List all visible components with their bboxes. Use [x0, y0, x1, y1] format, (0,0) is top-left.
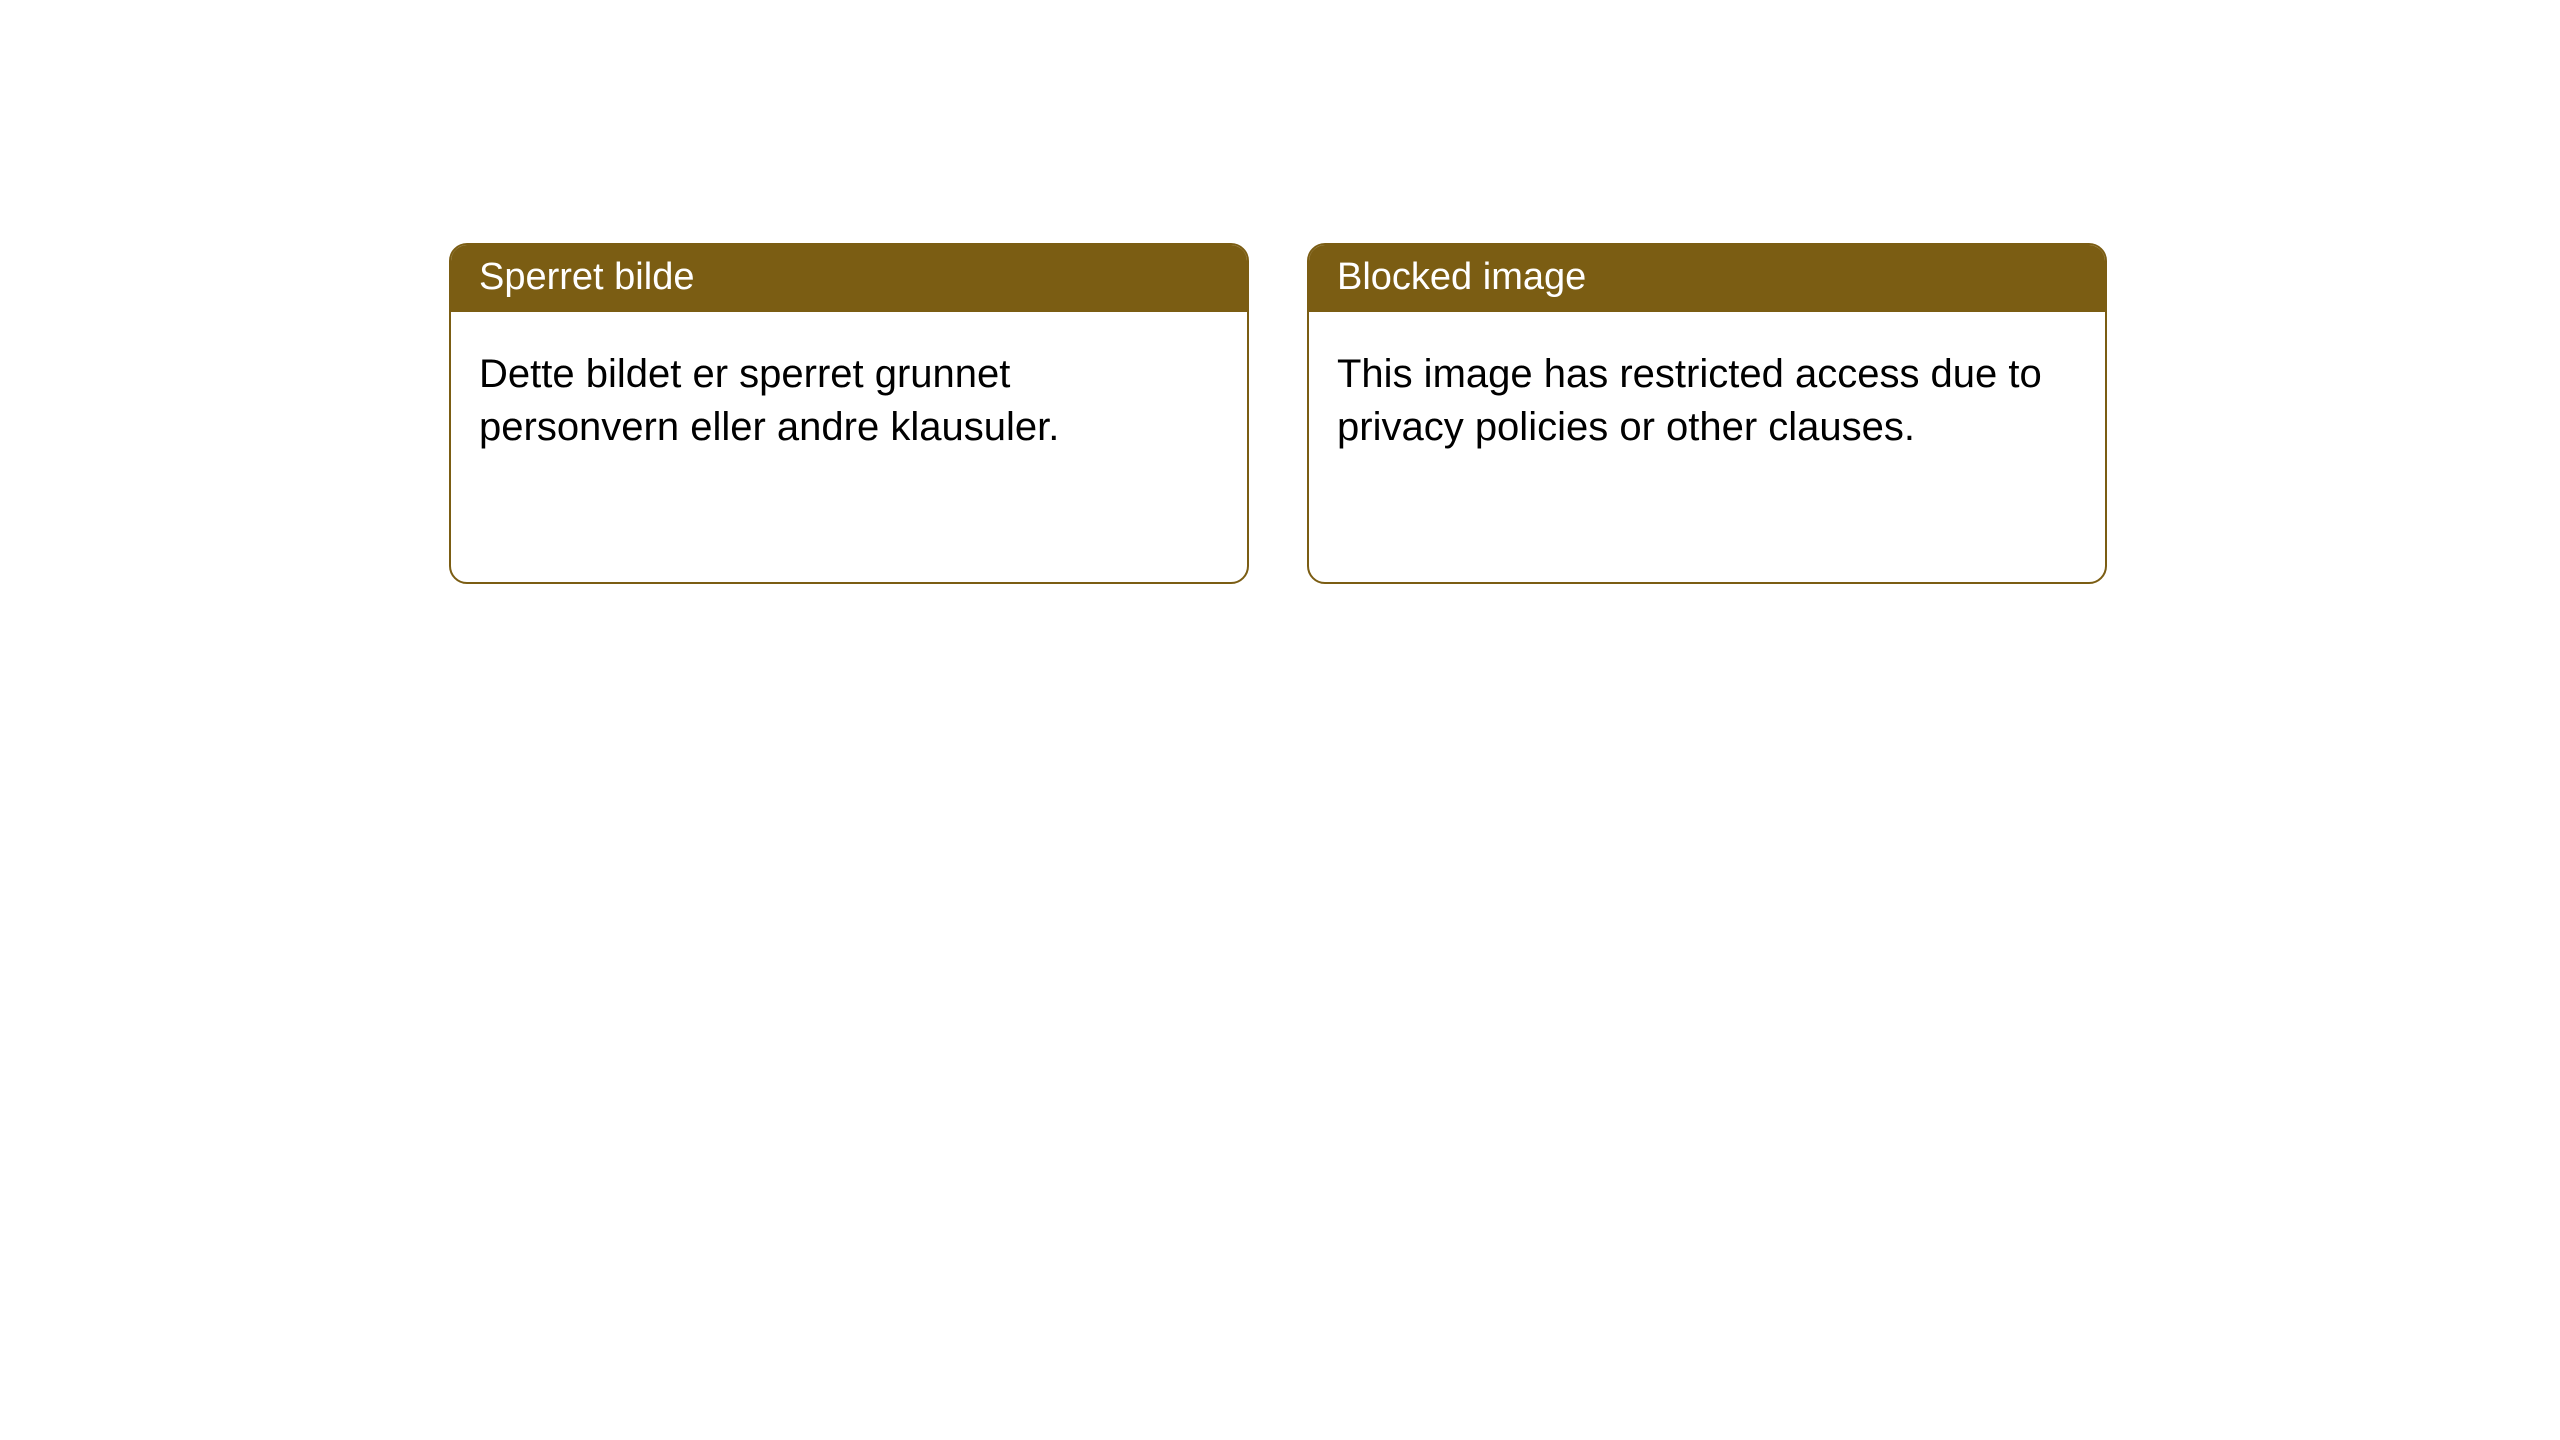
notice-message-english: This image has restricted access due to … — [1309, 312, 2105, 582]
notice-container: Sperret bilde Dette bildet er sperret gr… — [0, 0, 2560, 584]
notice-title-norwegian: Sperret bilde — [451, 245, 1247, 312]
notice-title-english: Blocked image — [1309, 245, 2105, 312]
notice-card-norwegian: Sperret bilde Dette bildet er sperret gr… — [449, 243, 1249, 584]
notice-card-english: Blocked image This image has restricted … — [1307, 243, 2107, 584]
notice-message-norwegian: Dette bildet er sperret grunnet personve… — [451, 312, 1247, 582]
